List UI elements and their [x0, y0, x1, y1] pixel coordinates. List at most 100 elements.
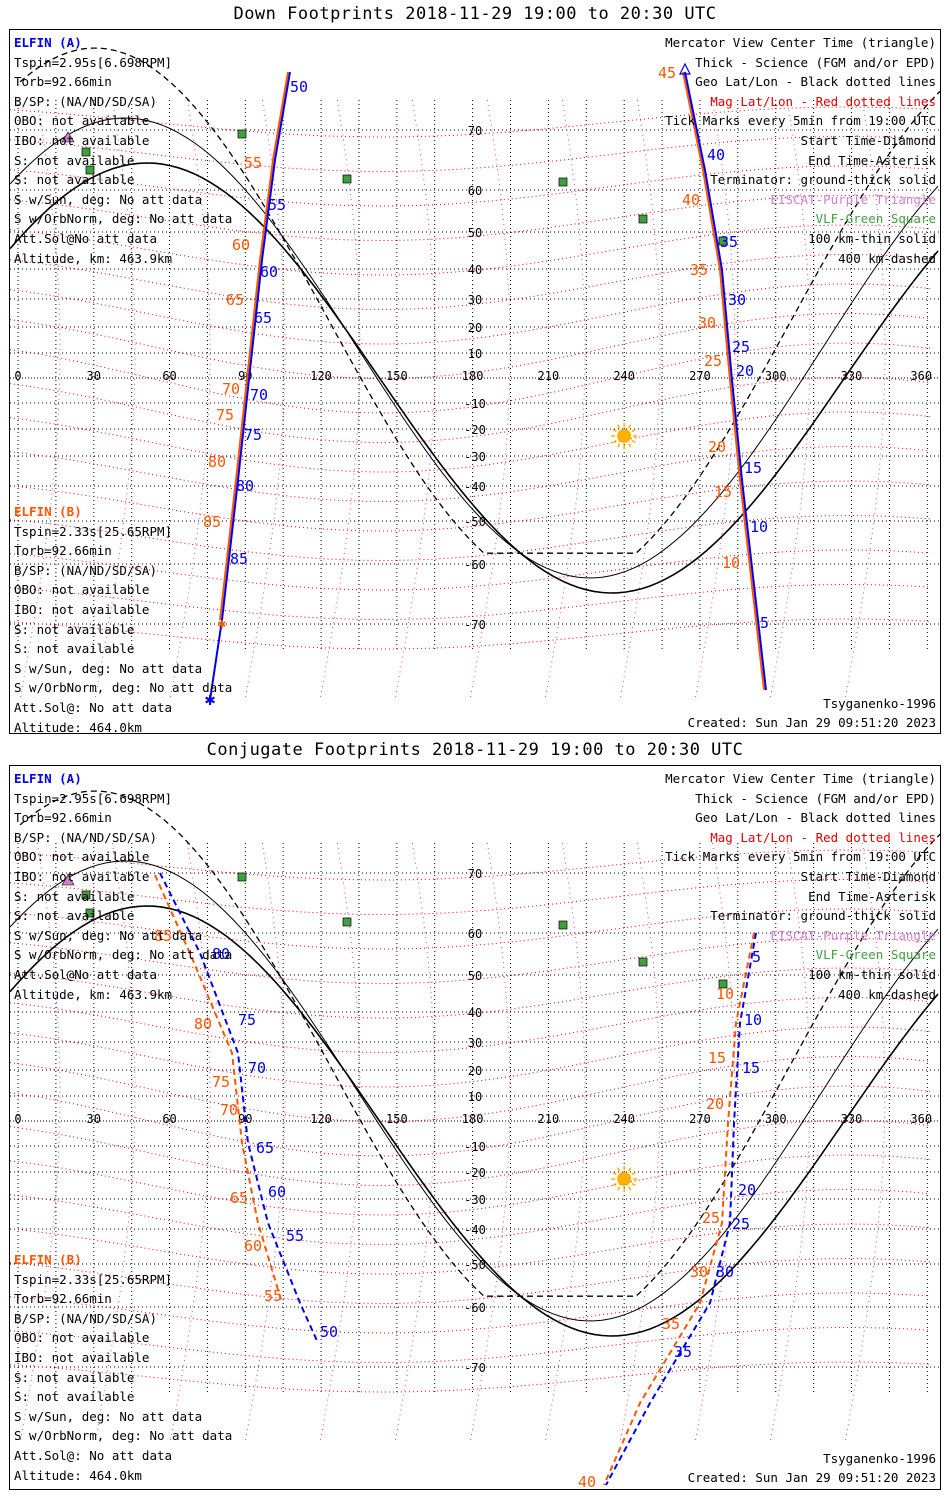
created-timestamp: Created: Sun Jan 29 09:51:20 2023	[687, 715, 936, 730]
elfin-a-info-line: OBO: not available	[14, 849, 150, 865]
vlf-square-icon	[237, 872, 247, 882]
sun-ray	[631, 1182, 636, 1187]
terminator-100km	[9, 117, 939, 579]
track-a-time-label: 20	[736, 362, 754, 380]
track-b-left	[219, 71, 289, 621]
legend-item: Tick Marks every 5min from 19:00 UTC	[665, 113, 936, 129]
lon-tick-label: 330	[841, 1112, 863, 1126]
lon-tick-label: 210	[538, 369, 560, 383]
track-b-time-label: 15	[714, 483, 732, 501]
legend-item: VLF-Green Square	[815, 211, 936, 227]
elfin-b-name: ELFIN (B)	[14, 504, 82, 519]
legend-item: Terminator: ground-thick solid	[710, 908, 936, 924]
elfin-a-info-line: Altitude, km: 463.9km	[14, 986, 173, 1002]
lon-tick-label: 300	[765, 1112, 787, 1126]
mag-lat-line	[9, 1026, 931, 1088]
lat-tick-label: -40	[464, 480, 486, 494]
vlf-square-icon	[558, 920, 568, 930]
elfin-b-info-line: S: not available	[14, 1369, 135, 1385]
lon-tick-label: 0	[14, 369, 21, 383]
lat-tick-label: 70	[468, 867, 482, 881]
track-b-time-label: 10	[716, 985, 734, 1003]
panel-title-conjugate: Conjugate Footprints 2018-11-29 19:00 to…	[206, 740, 744, 760]
elfin-a-name: ELFIN (A)	[14, 35, 82, 50]
track-b-time-label: 45	[658, 64, 676, 82]
elfin-a-info-line: S w/Sun, deg: No att data	[14, 191, 203, 207]
legend-item: Start Time-Diamond	[800, 132, 936, 148]
mag-lon-line	[619, 99, 661, 701]
elfin-a-info-line: B/SP: (NA/ND/SD/SA)	[14, 829, 157, 845]
track-a-time-label: 10	[750, 518, 768, 536]
mag-lat-line	[9, 1085, 931, 1157]
elfin-b-name: ELFIN (B)	[14, 1252, 82, 1267]
mag-lat-line	[9, 312, 931, 380]
legend-item: Start Time-Diamond	[800, 868, 936, 884]
track-b-time-label: 30	[698, 314, 716, 332]
sun-ray	[617, 1186, 621, 1191]
view-center-triangle-icon	[679, 62, 691, 75]
mag-lat-line	[9, 1119, 931, 1187]
track-b-time-label: 85	[203, 513, 221, 531]
mag-lon-line	[394, 842, 436, 1444]
lat-tick-label: 10	[468, 347, 482, 361]
lon-tick-label: 150	[386, 1112, 408, 1126]
elfin-b-info-block: ELFIN (B) Tspin=2.33s[25.65RPM] Torb=92.66…	[14, 502, 232, 737]
track-a-time-label: 50	[290, 78, 308, 96]
sun-ray	[628, 443, 632, 448]
track-b-time-label: 20	[708, 438, 726, 456]
lat-tick-label: 60	[468, 927, 482, 941]
track-b-time-label: 85	[154, 927, 172, 945]
mag-lon-line	[544, 99, 586, 701]
elfin-a-info-line: S w/OrbNorm, deg: No att data	[14, 211, 233, 227]
lat-tick-label: -20	[464, 423, 486, 437]
mag-lon-line	[769, 842, 811, 1444]
track-a-time-label: 60	[268, 1183, 286, 1201]
elfin-b-info-line: S: not available	[14, 621, 135, 637]
legend-item: Mercator View Center Time (triangle)	[665, 771, 936, 786]
lat-tick-label: 50	[468, 226, 482, 240]
elfin-b-info-line: OBO: not available	[14, 582, 150, 598]
elfin-b-info-line: S w/Sun, deg: No att data	[14, 1408, 203, 1424]
track-b-time-label: 55	[244, 154, 262, 172]
track-b-time-label: 20	[706, 1095, 724, 1113]
mag-lon-line	[844, 842, 886, 1444]
track-b-time-label: 40	[682, 191, 700, 209]
legend-item: 100 km-thin solid	[808, 230, 936, 246]
elfin-a-info-line: Att.Sol@No att data	[14, 966, 157, 982]
mag-lon-line	[319, 99, 361, 701]
vlf-square-icon	[85, 908, 95, 918]
terminator-ground	[9, 905, 939, 1337]
track-a-time-label: 75	[244, 426, 262, 444]
track-a-time-label: 70	[248, 1059, 266, 1077]
vlf-square-icon	[638, 214, 648, 224]
elfin-b-info-block: ELFIN (B) Tspin=2.33s[25.65RPM] Torb=92.66…	[14, 1250, 232, 1485]
elfin-a-name: ELFIN (A)	[14, 771, 82, 786]
map-frame-conjugate	[9, 765, 941, 1490]
lat-tick-label: 30	[468, 1036, 482, 1050]
lon-tick-label: 240	[613, 369, 635, 383]
lat-tick-label: 20	[468, 321, 482, 335]
track-b-right	[603, 932, 755, 1486]
track-b-right	[682, 71, 765, 691]
elfin-a-info-line: S: not available	[14, 152, 135, 168]
sun-ray	[628, 424, 632, 429]
elfin-b-info-line: B/SP: (NA/ND/SD/SA)	[14, 1310, 157, 1326]
vlf-square-icon	[718, 236, 728, 246]
terminator-ground	[9, 162, 939, 594]
sun-icon	[617, 429, 632, 443]
sun-ray	[612, 1171, 617, 1176]
elfin-b-info-line: IBO: not available	[14, 601, 150, 617]
track-a-time-label: 30	[716, 1263, 734, 1281]
legend-item: Geo Lat/Lon - Black dotted lines	[695, 74, 936, 90]
track-a-time-label: 25	[732, 338, 750, 356]
created-timestamp: Created: Sun Jan 29 09:51:20 2023	[687, 1470, 936, 1485]
elfin-a-info-block: ELFIN (A) Tspin=2.95s[6.698RPM] Torb=92.66…	[14, 769, 232, 1004]
lat-tick-label: 70	[468, 124, 482, 138]
end-time-asterisk-icon: ✱	[205, 689, 216, 710]
track-a-time-label: 55	[268, 196, 286, 214]
lon-tick-label: 0	[14, 1112, 21, 1126]
elfin-a-info-line: Altitude, km: 463.9km	[14, 250, 173, 266]
mag-lon-line	[19, 99, 61, 701]
mag-lat-line	[9, 618, 931, 650]
